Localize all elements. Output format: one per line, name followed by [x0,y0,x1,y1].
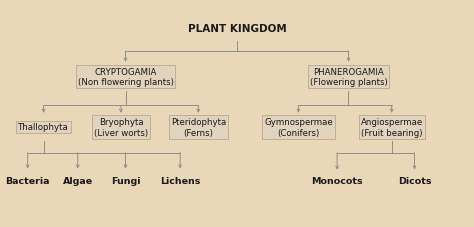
Text: Monocots: Monocots [311,176,363,185]
Text: Gymnospermae
(Conifers): Gymnospermae (Conifers) [264,118,333,137]
Text: Lichens: Lichens [160,176,201,185]
Text: PLANT KINGDOM: PLANT KINGDOM [188,24,286,34]
Text: Algae: Algae [63,176,93,185]
Text: Pteridophyta
(Ferns): Pteridophyta (Ferns) [171,118,226,137]
Text: CRYPTOGAMIA
(Non flowering plants): CRYPTOGAMIA (Non flowering plants) [78,68,173,87]
Text: PHANEROGAMIA
(Flowering plants): PHANEROGAMIA (Flowering plants) [310,68,387,87]
Text: Dicots: Dicots [398,176,431,185]
Text: Bacteria: Bacteria [5,176,50,185]
Text: Thallophyta: Thallophyta [18,123,69,132]
Text: Bryophyta
(Liver worts): Bryophyta (Liver worts) [94,118,148,137]
Text: Fungi: Fungi [111,176,140,185]
Text: Angiospermae
(Fruit bearing): Angiospermae (Fruit bearing) [361,118,423,137]
